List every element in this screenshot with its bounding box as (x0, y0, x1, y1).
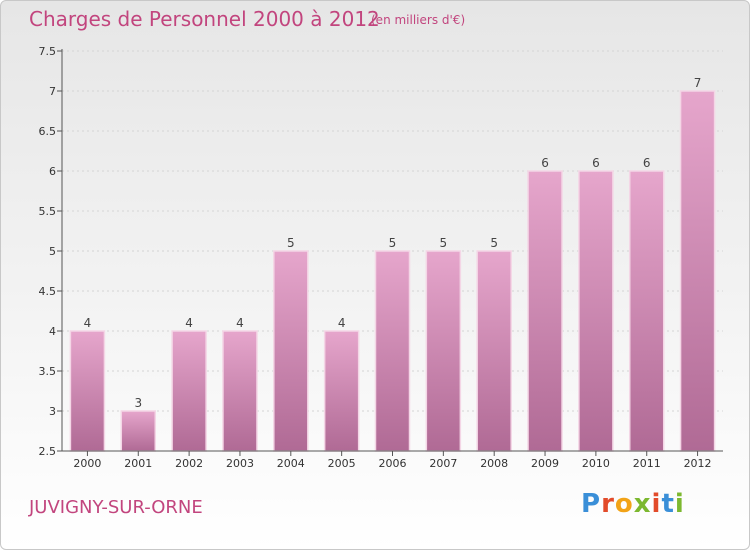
value-label: 4 (84, 316, 92, 330)
y-tick-label: 7 (49, 85, 56, 98)
bar (476, 250, 512, 452)
logo-letter: o (614, 489, 634, 519)
value-label: 5 (287, 236, 295, 250)
y-tick-label: 3 (49, 405, 56, 418)
x-tick-label: 2012 (684, 457, 712, 470)
bar (374, 250, 411, 452)
value-label: 7 (694, 76, 702, 90)
value-label: 3 (134, 396, 142, 410)
chart-subtitle: (en milliers d'€) (371, 13, 466, 27)
bar (628, 170, 665, 452)
y-tick-label: 3.5 (39, 365, 57, 378)
bar (527, 170, 563, 452)
y-axis-ticks: 2.5 3 3.5 4 4.5 5 5.5 6 6.5 7 7.5 (39, 45, 62, 458)
bar (679, 90, 716, 452)
value-label: 5 (389, 236, 397, 250)
logo-letter: P (581, 489, 602, 519)
value-label: 6 (592, 156, 600, 170)
bar (120, 410, 157, 452)
bar (578, 170, 614, 452)
bars (69, 90, 716, 452)
value-label: 4 (338, 316, 346, 330)
commune-name: JUVIGNY-SUR-ORNE (29, 497, 203, 518)
y-tick-label: 6 (49, 165, 56, 178)
x-tick-label: 2002 (175, 457, 203, 470)
x-tick-label: 2000 (73, 457, 101, 470)
value-label: 6 (541, 156, 549, 170)
y-tick-label: 5.5 (39, 205, 57, 218)
bar (171, 330, 207, 452)
x-axis-ticks: 2000 2001 2002 2003 2004 2005 2006 2007 2008 2009… (73, 451, 712, 470)
y-tick-label: 4 (49, 325, 56, 338)
x-tick-label: 2009 (531, 457, 559, 470)
proxiti-logo[interactable]: Proxiti (581, 489, 685, 519)
logo-letter: t (661, 489, 675, 519)
logo-letter: x (633, 489, 652, 519)
value-label: 6 (643, 156, 651, 170)
x-tick-label: 2007 (429, 457, 457, 470)
x-tick-label: 2004 (277, 457, 305, 470)
logo-letter: i (674, 489, 685, 519)
x-tick-label: 2006 (379, 457, 407, 470)
value-label: 4 (185, 316, 193, 330)
bar (425, 250, 462, 452)
bar (69, 330, 106, 452)
x-tick-label: 2003 (226, 457, 254, 470)
y-tick-label: 5 (49, 245, 56, 258)
value-label: 5 (490, 236, 498, 250)
y-tick-label: 2.5 (39, 445, 57, 458)
chart-title: Charges de Personnel 2000 à 2012 (29, 7, 380, 31)
logo-letter: r (601, 489, 615, 519)
x-tick-label: 2001 (124, 457, 152, 470)
logo-letter: i (651, 489, 662, 519)
value-label: 4 (236, 316, 244, 330)
x-tick-label: 2011 (633, 457, 661, 470)
y-tick-label: 4.5 (39, 285, 57, 298)
bar (273, 250, 309, 452)
value-label: 5 (440, 236, 448, 250)
x-tick-label: 2005 (328, 457, 356, 470)
bar (222, 330, 258, 452)
x-tick-label: 2008 (480, 457, 508, 470)
x-tick-label: 2010 (582, 457, 610, 470)
value-labels: 4 3 4 4 5 4 5 5 5 6 6 6 7 (84, 76, 702, 410)
y-tick-label: 6.5 (39, 125, 57, 138)
bar (323, 330, 360, 452)
y-tick-label: 7.5 (39, 45, 57, 58)
